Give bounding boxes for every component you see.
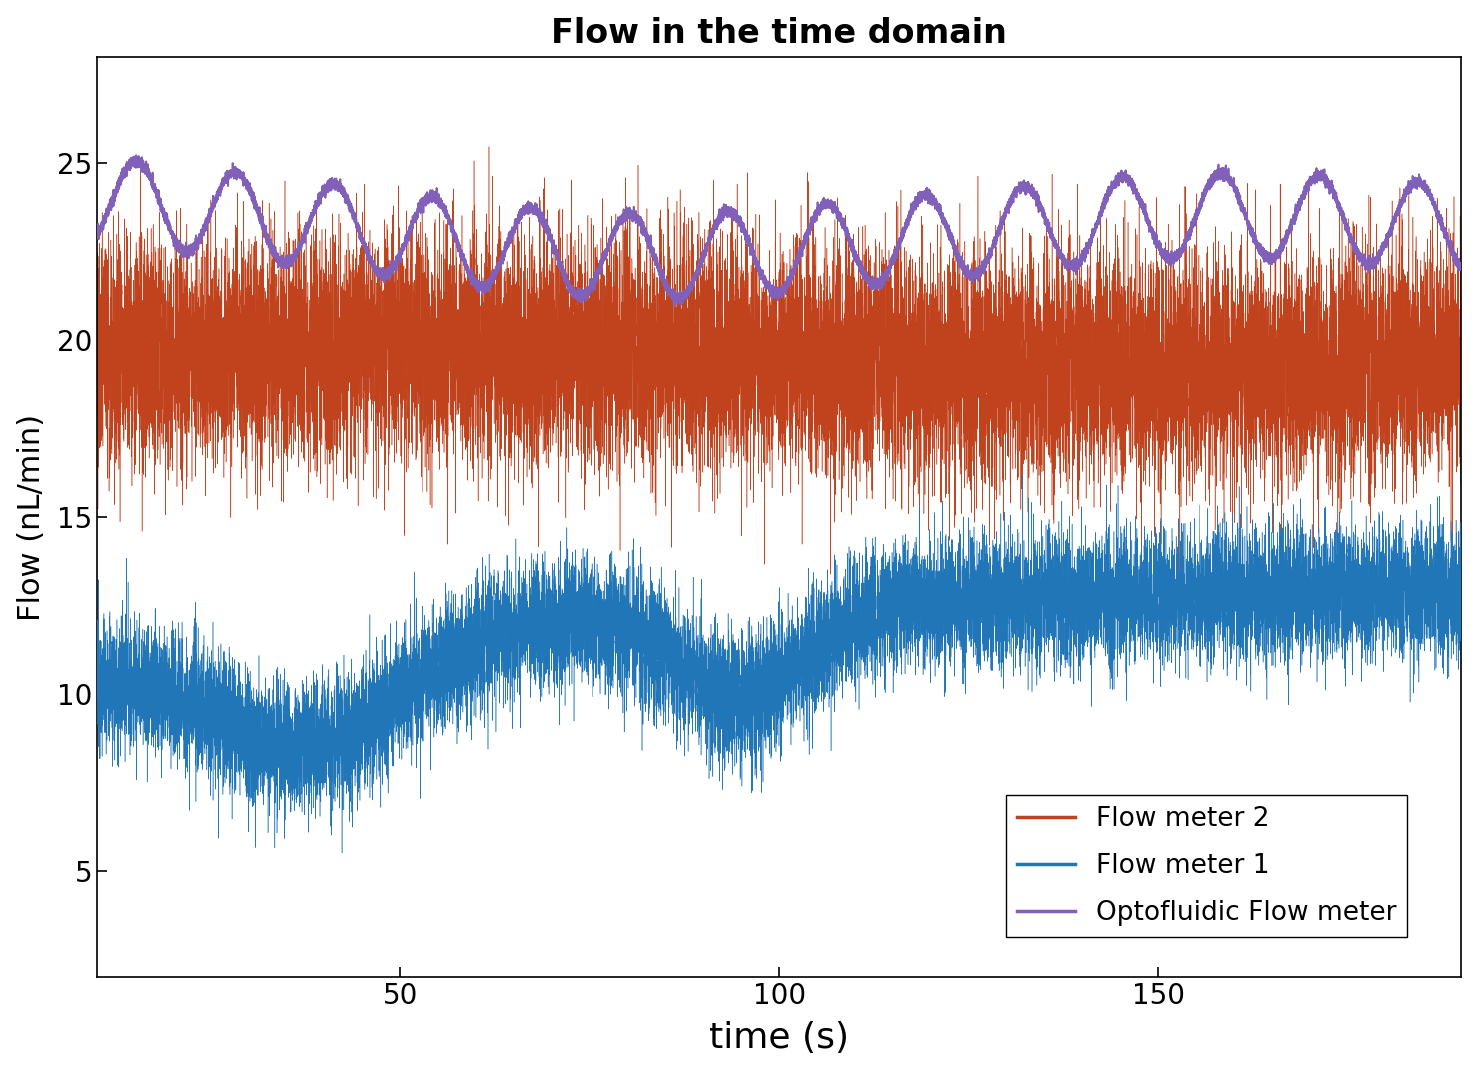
Optofluidic Flow meter bbox=[234, 170, 251, 183]
Optofluidic Flow meter bbox=[152, 196, 170, 209]
X-axis label: time (s): time (s) bbox=[709, 1022, 850, 1055]
Flow meter 1 bbox=[234, 704, 251, 717]
Optofluidic Flow meter bbox=[980, 254, 998, 267]
Optofluidic Flow meter bbox=[1324, 185, 1342, 198]
Flow meter 2 bbox=[200, 287, 217, 300]
Flow meter 2 bbox=[152, 381, 170, 393]
Flow meter 2 bbox=[1005, 397, 1023, 410]
Legend: Flow meter 2, Flow meter 1, Optofluidic Flow meter: Flow meter 2, Flow meter 1, Optofluidic … bbox=[1007, 795, 1407, 937]
Flow meter 1 bbox=[89, 683, 106, 696]
Optofluidic Flow meter bbox=[127, 149, 145, 162]
Flow meter 2 bbox=[234, 337, 251, 349]
Optofluidic Flow meter bbox=[200, 217, 217, 229]
Flow meter 1 bbox=[152, 653, 170, 666]
Optofluidic Flow meter bbox=[89, 227, 106, 240]
Line: Flow meter 1: Flow meter 1 bbox=[98, 475, 1462, 853]
Optofluidic Flow meter bbox=[667, 300, 684, 313]
Flow meter 2 bbox=[1324, 241, 1342, 254]
Flow meter 2 bbox=[822, 568, 840, 581]
Y-axis label: Flow (nL/min): Flow (nL/min) bbox=[16, 414, 46, 621]
Flow meter 2 bbox=[980, 356, 998, 369]
Optofluidic Flow meter bbox=[1005, 190, 1023, 203]
Flow meter 1 bbox=[1453, 595, 1471, 608]
Flow meter 1 bbox=[980, 577, 998, 590]
Flow meter 2 bbox=[89, 306, 106, 318]
Flow meter 2 bbox=[480, 140, 498, 153]
Flow meter 1 bbox=[1014, 468, 1032, 481]
Optofluidic Flow meter bbox=[1453, 262, 1471, 274]
Line: Optofluidic Flow meter: Optofluidic Flow meter bbox=[98, 155, 1462, 307]
Flow meter 1 bbox=[1324, 604, 1342, 616]
Flow meter 1 bbox=[200, 662, 217, 675]
Flow meter 1 bbox=[333, 847, 350, 860]
Flow meter 2 bbox=[1453, 326, 1471, 339]
Flow meter 1 bbox=[1005, 555, 1023, 568]
Line: Flow meter 2: Flow meter 2 bbox=[98, 147, 1462, 575]
Title: Flow in the time domain: Flow in the time domain bbox=[551, 17, 1007, 49]
